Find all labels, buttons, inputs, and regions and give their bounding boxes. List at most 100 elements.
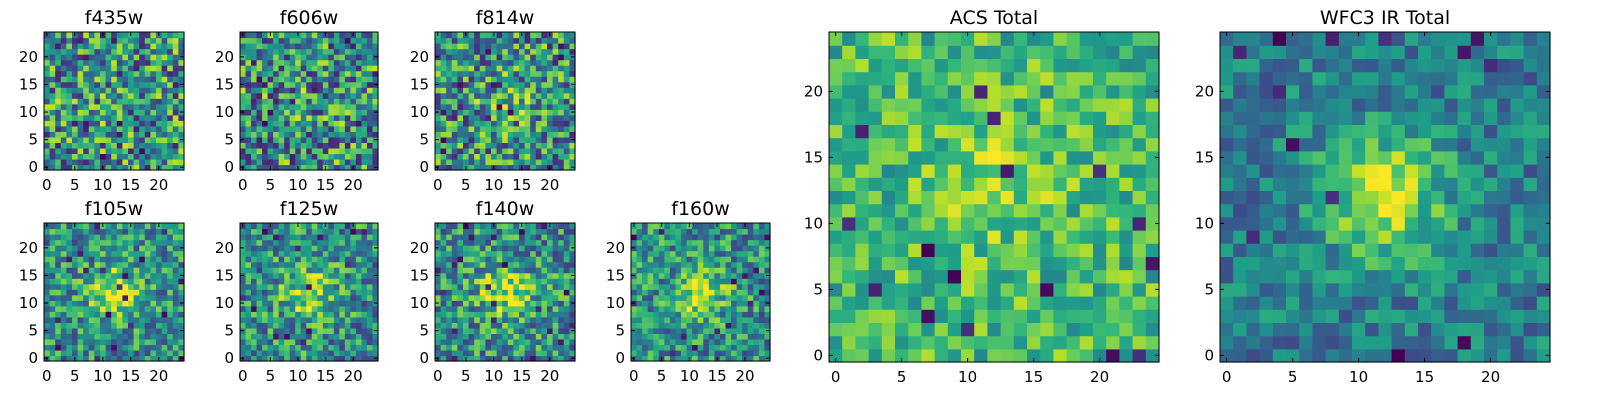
heatmap-cell [513, 245, 520, 252]
heatmap-cell [322, 65, 329, 72]
heatmap-cell [681, 289, 688, 296]
heatmap-cell [355, 311, 363, 318]
heatmap-cell [267, 136, 274, 143]
heatmap-cell [507, 98, 514, 105]
heatmap-cell [541, 125, 548, 132]
heatmap-cell [479, 114, 486, 121]
heatmap-cell [524, 114, 531, 121]
heatmap-cell [66, 349, 73, 357]
heatmap-cell [366, 289, 374, 296]
heatmap-cell [172, 355, 179, 362]
heatmap-cell [262, 349, 269, 357]
heatmap-cell [300, 76, 307, 83]
heatmap-cell [317, 344, 324, 351]
heatmap-cell [719, 283, 727, 290]
heatmap-cell [974, 348, 988, 363]
heatmap-cell [435, 158, 442, 166]
heatmap-cell [1145, 322, 1160, 337]
heatmap-cell [1027, 309, 1041, 323]
heatmap-cell [507, 65, 514, 72]
heatmap-cell [758, 305, 766, 312]
heatmap-cell [355, 87, 363, 94]
heatmap-cell [116, 256, 123, 263]
heatmap-cell [256, 87, 263, 94]
heatmap-cell [558, 228, 565, 235]
heatmap-cell [636, 245, 643, 252]
heatmap-cell [681, 355, 688, 362]
heatmap-cell [60, 164, 67, 171]
heatmap-cell [440, 153, 447, 160]
heatmap-cell [284, 103, 291, 110]
heatmap-cell [100, 109, 107, 116]
heatmap-cell [1119, 322, 1134, 337]
heatmap-cell [507, 234, 514, 241]
heatmap-cell [758, 239, 766, 246]
heatmap-cell [306, 54, 313, 61]
heatmap-cell [128, 289, 135, 296]
heatmap-cell [502, 278, 509, 285]
heatmap-cell [344, 261, 351, 268]
heatmap-cell [55, 283, 62, 290]
heatmap-cell [502, 349, 509, 357]
heatmap-cell [44, 278, 51, 285]
heatmap-cell [719, 355, 727, 362]
heatmap-cell [355, 239, 363, 246]
heatmap-cell [535, 142, 542, 149]
heatmap-cell [479, 131, 486, 138]
heatmap-cell [150, 98, 157, 105]
heatmap-cell [361, 81, 368, 88]
heatmap-cell [758, 245, 766, 252]
heatmap-cell [317, 327, 324, 334]
heatmap-cell [463, 305, 470, 312]
heatmap-cell [273, 70, 280, 77]
y-tick-label: 20 [410, 48, 429, 66]
heatmap-cell [311, 322, 318, 329]
heatmap-cell [563, 333, 570, 340]
heatmap-cell [339, 272, 346, 279]
heatmap-cell [178, 120, 185, 127]
heatmap-cell [502, 109, 509, 116]
heatmap-cell [311, 349, 318, 357]
heatmap-cell [535, 32, 542, 39]
heatmap-cell [88, 109, 95, 116]
heatmap-cell [289, 338, 296, 346]
x-tick-label: 0 [42, 367, 52, 385]
heatmap-cell [178, 344, 185, 351]
heatmap-cell [547, 272, 554, 279]
heatmap-cell [273, 305, 280, 312]
heatmap-cell [446, 305, 453, 312]
heatmap-cell [530, 327, 537, 334]
heatmap-cell [714, 278, 721, 285]
heatmap-cell [328, 349, 335, 357]
heatmap-cell [513, 153, 520, 160]
heatmap-cell [653, 344, 660, 351]
heatmap-cell [987, 190, 1002, 205]
heatmap-cell [144, 349, 151, 357]
heatmap-cell [333, 333, 340, 340]
heatmap-cell [446, 278, 453, 285]
heatmap-cell [344, 322, 351, 329]
heatmap-cell [535, 294, 542, 301]
heatmap-cell [284, 261, 291, 268]
heatmap-cell [105, 158, 112, 166]
heatmap-cell [1145, 348, 1160, 363]
heatmap-cell [457, 48, 464, 55]
heatmap-cell [284, 278, 291, 285]
heatmap-cell [284, 300, 291, 307]
heatmap-cell [642, 322, 649, 329]
heatmap-cell [513, 103, 520, 110]
heatmap-cell [703, 333, 710, 340]
heatmap-cell [1000, 243, 1015, 257]
heatmap-cell [128, 76, 135, 83]
heatmap-cell [144, 245, 151, 252]
heatmap-cell [491, 81, 498, 88]
heatmap-cell [83, 92, 90, 99]
heatmap-cell [328, 87, 335, 94]
heatmap-cell [83, 59, 90, 66]
heatmap-cell [133, 92, 140, 99]
heatmap-cell [44, 76, 51, 83]
heatmap-cell [507, 349, 514, 357]
heatmap-cell [66, 267, 73, 274]
heatmap-cell [178, 125, 185, 132]
heatmap-cell [105, 322, 112, 329]
